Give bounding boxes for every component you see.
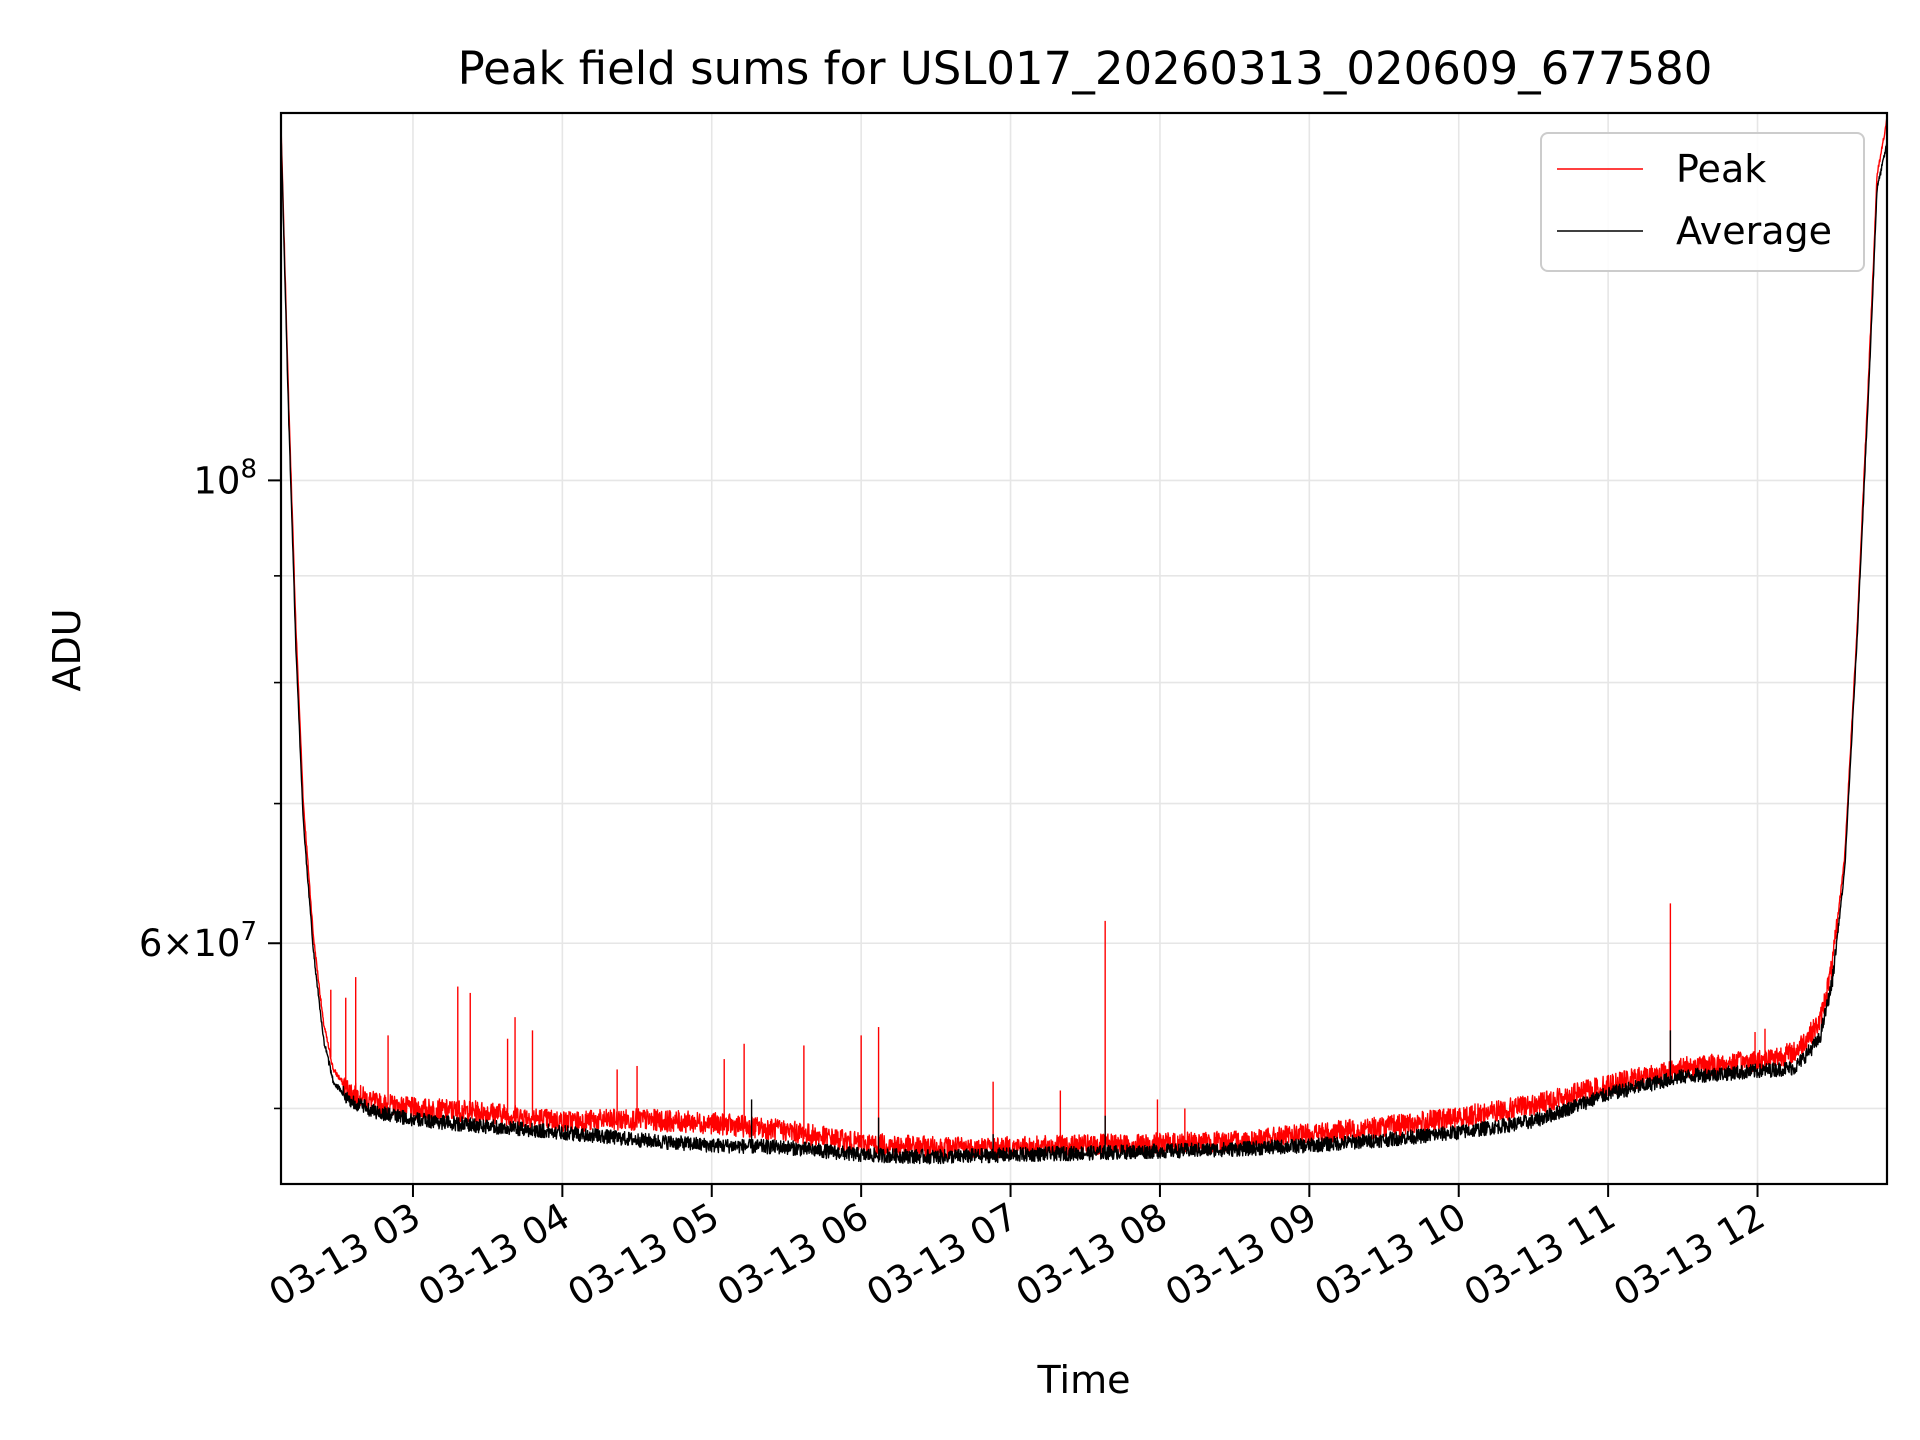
legend-label-peak: Peak — [1676, 147, 1766, 191]
plot-frame — [279, 111, 1889, 1186]
y-axis-ticks: 6×107 108 — [139, 454, 281, 1110]
y-axis-label: ADU — [45, 608, 89, 691]
grid-lines — [281, 113, 1887, 1184]
y-tick-mantissa: 6 — [139, 922, 163, 965]
y-tick-times: ×10 — [162, 922, 240, 965]
y-tick-label: 108 — [193, 454, 257, 502]
legend: Peak Average — [1540, 132, 1865, 272]
y-tick-label: 6×107 — [139, 917, 257, 965]
plot-background — [281, 113, 1887, 1184]
y-tick-base: 10 — [193, 459, 240, 502]
y-tick-exponent: 8 — [240, 454, 257, 484]
series-layer — [281, 118, 1887, 1165]
x-axis-label: Time — [1037, 1358, 1131, 1402]
legend-box — [1540, 132, 1865, 272]
series-line-average — [281, 131, 1887, 1165]
series-line-peak — [281, 118, 1887, 1159]
chart-title: Peak field sums for USL017_20260313_0206… — [458, 42, 1713, 95]
legend-label-average: Average — [1676, 209, 1832, 253]
y-tick-exponent: 7 — [240, 917, 257, 947]
